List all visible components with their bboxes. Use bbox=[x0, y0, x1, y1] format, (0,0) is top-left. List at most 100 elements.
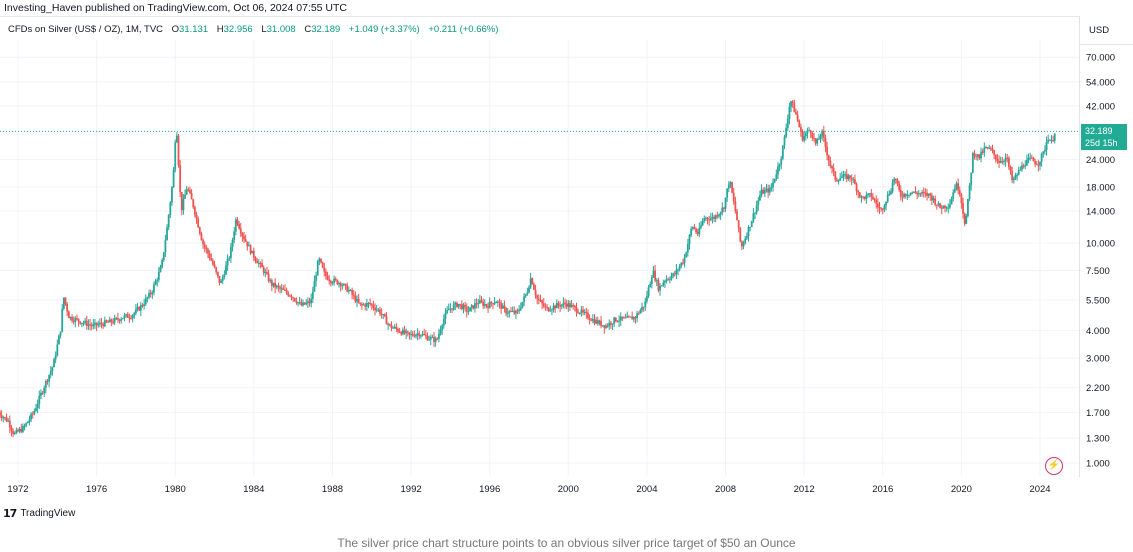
price-candle bbox=[534, 289, 537, 296]
tradingview-logo[interactable]: 17 TradingView bbox=[3, 507, 75, 520]
price-candle bbox=[61, 308, 64, 332]
price-candle bbox=[246, 241, 249, 247]
price-candle bbox=[732, 192, 735, 202]
y-tick-label: 42.000 bbox=[1086, 102, 1115, 113]
x-tick-label: 1984 bbox=[243, 484, 264, 495]
price-candle bbox=[495, 302, 498, 304]
y-tick-label: 5.500 bbox=[1086, 296, 1110, 307]
price-candle bbox=[836, 179, 838, 181]
price-candle bbox=[659, 285, 661, 291]
price-candle bbox=[470, 305, 473, 308]
price-candle bbox=[28, 419, 31, 422]
price-candle bbox=[611, 323, 614, 325]
price-candle bbox=[716, 215, 719, 217]
price-candle bbox=[97, 324, 100, 326]
price-candle bbox=[1019, 169, 1022, 171]
price-candle bbox=[139, 305, 142, 311]
price-candle bbox=[300, 302, 303, 306]
price-candle bbox=[723, 207, 725, 209]
price-candle bbox=[934, 198, 937, 205]
price-candle bbox=[595, 320, 598, 324]
price-candle bbox=[952, 192, 955, 199]
price-candle bbox=[22, 426, 24, 432]
price-candle bbox=[297, 302, 299, 304]
price-candle bbox=[632, 317, 635, 320]
price-candle bbox=[420, 335, 422, 337]
price-candle bbox=[467, 311, 470, 313]
y-tick-label: 18.000 bbox=[1086, 182, 1115, 193]
price-candle bbox=[303, 302, 306, 305]
price-candle bbox=[949, 204, 951, 208]
price-candle bbox=[279, 287, 281, 289]
price-candle bbox=[785, 127, 788, 137]
price-candle bbox=[831, 166, 833, 169]
price-candle bbox=[718, 214, 720, 217]
price-candle bbox=[331, 282, 334, 284]
price-candle bbox=[569, 303, 571, 308]
price-candle bbox=[195, 214, 198, 219]
price-candle bbox=[726, 188, 729, 198]
price-candle bbox=[164, 240, 167, 253]
price-candle bbox=[729, 182, 732, 185]
price-candle bbox=[680, 262, 683, 267]
price-candle bbox=[606, 325, 609, 327]
price-candle bbox=[1052, 140, 1055, 142]
price-candle bbox=[965, 216, 968, 224]
price-candle bbox=[143, 304, 146, 306]
price-candle bbox=[822, 130, 825, 138]
price-candle bbox=[778, 164, 781, 167]
price-candle bbox=[94, 322, 96, 325]
price-candle bbox=[79, 321, 82, 324]
price-candle bbox=[123, 315, 126, 319]
price-candle bbox=[1022, 165, 1025, 167]
price-candle bbox=[688, 235, 691, 244]
currency-label[interactable]: USD bbox=[1079, 16, 1133, 44]
price-candle bbox=[989, 147, 992, 149]
price-candle bbox=[411, 333, 414, 336]
price-candle bbox=[10, 427, 13, 431]
price-candle bbox=[357, 298, 360, 303]
price-candle bbox=[957, 183, 960, 191]
price-candle bbox=[64, 297, 67, 304]
price-candle bbox=[264, 271, 267, 273]
x-tick-label: 2024 bbox=[1029, 484, 1050, 495]
price-candle bbox=[382, 314, 385, 316]
tv-brand-text: TradingView bbox=[20, 508, 76, 519]
price-candle bbox=[885, 201, 887, 206]
price-candle bbox=[1050, 140, 1053, 142]
price-candle bbox=[973, 153, 976, 156]
price-candle bbox=[596, 320, 599, 324]
price-candle bbox=[112, 322, 114, 324]
price-candle bbox=[549, 310, 552, 312]
price-candle bbox=[359, 302, 362, 305]
price-candle bbox=[514, 310, 517, 314]
price-candle bbox=[498, 301, 501, 303]
price-candle bbox=[721, 207, 724, 213]
lightning-icon[interactable]: ⚡ bbox=[1045, 457, 1063, 475]
price-candle bbox=[903, 193, 905, 198]
price-candle bbox=[839, 178, 842, 181]
price-candle bbox=[516, 310, 519, 312]
price-candle bbox=[765, 188, 768, 191]
price-candle bbox=[799, 127, 802, 132]
price-candle bbox=[741, 241, 743, 247]
price-candle bbox=[947, 207, 950, 209]
price-candle bbox=[909, 192, 912, 195]
price-candle bbox=[87, 324, 90, 326]
price-candle bbox=[768, 187, 771, 193]
change-value: +1.049 (+3.37%) bbox=[348, 24, 420, 35]
price-candle bbox=[813, 137, 815, 139]
price-candle bbox=[483, 304, 486, 306]
price-candle bbox=[624, 317, 627, 319]
price-candle bbox=[911, 192, 914, 194]
price-candle bbox=[537, 298, 540, 301]
price-candle bbox=[1047, 139, 1050, 143]
price-candle bbox=[182, 198, 185, 211]
price-candle bbox=[798, 120, 801, 128]
chart-pane[interactable] bbox=[0, 16, 1080, 477]
price-candle bbox=[251, 250, 254, 254]
price-candle bbox=[950, 198, 953, 205]
price-candle bbox=[583, 311, 586, 313]
price-candle bbox=[852, 179, 855, 181]
